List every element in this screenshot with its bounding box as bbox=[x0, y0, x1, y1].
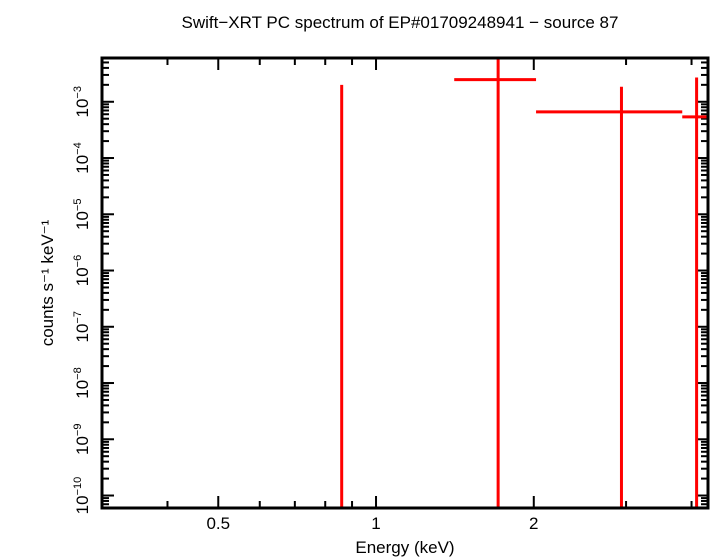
x-tick-label: 0.5 bbox=[206, 514, 230, 533]
y-tick-label: 10−9 bbox=[72, 424, 92, 455]
chart-title: Swift−XRT PC spectrum of EP#01709248941 … bbox=[182, 13, 619, 32]
x-tick-label: 1 bbox=[371, 514, 380, 533]
plot-frame bbox=[100, 56, 710, 510]
y-tick-label: 10−3 bbox=[72, 86, 92, 117]
y-axis-label: counts s⁻¹ keV⁻¹ bbox=[38, 219, 57, 346]
x-axis-label: Energy (keV) bbox=[355, 538, 454, 557]
y-tick-label: 10−6 bbox=[72, 255, 92, 286]
y-tick-label: 10−4 bbox=[72, 142, 92, 173]
y-tick-label: 10−10 bbox=[72, 477, 92, 515]
y-tick-label: 10−8 bbox=[72, 367, 92, 398]
y-tick-label: 10−7 bbox=[72, 311, 92, 342]
y-tick-label: 10−5 bbox=[72, 199, 92, 230]
data-point bbox=[682, 77, 708, 508]
data-point bbox=[536, 86, 683, 508]
x-tick-label: 2 bbox=[529, 514, 538, 533]
data-point bbox=[454, 58, 537, 508]
